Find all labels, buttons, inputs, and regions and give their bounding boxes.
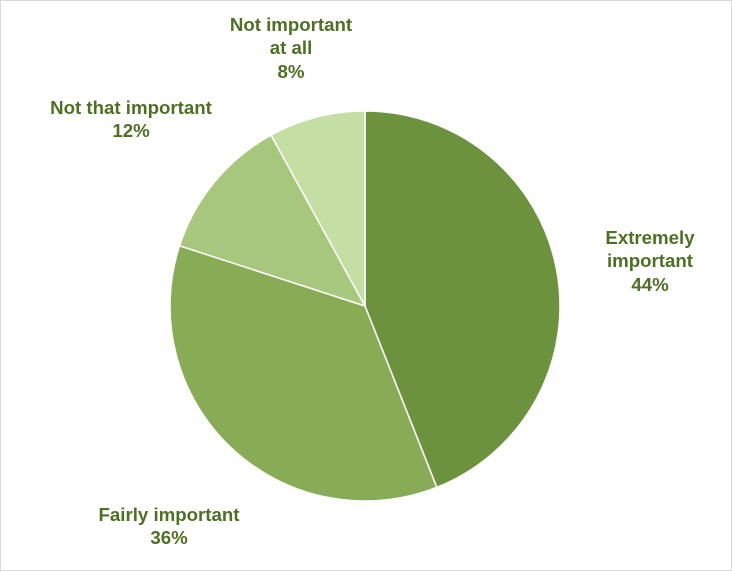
- pie-label-percent: 36%: [79, 526, 259, 549]
- pie-label-line2: at all: [206, 36, 376, 59]
- pie-label-fairly: Fairly important36%: [79, 503, 259, 550]
- pie-label-percent: 12%: [31, 119, 231, 142]
- pie-chart-frame: Extremelyimportant44% Fairly important36%…: [0, 0, 732, 571]
- pie-label-extremely: Extremelyimportant44%: [575, 226, 725, 296]
- pie-label-line1: Not that important: [31, 96, 231, 119]
- pie-label-line1: Extremely: [575, 226, 725, 249]
- pie-label-not_that: Not that important12%: [31, 96, 231, 143]
- pie-label-line1: Not important: [206, 13, 376, 36]
- pie-label-line1: Fairly important: [79, 503, 259, 526]
- pie-label-percent: 44%: [575, 273, 725, 296]
- pie-label-not_at_all: Not importantat all8%: [206, 13, 376, 83]
- pie-label-line2: important: [575, 249, 725, 272]
- pie-label-percent: 8%: [206, 60, 376, 83]
